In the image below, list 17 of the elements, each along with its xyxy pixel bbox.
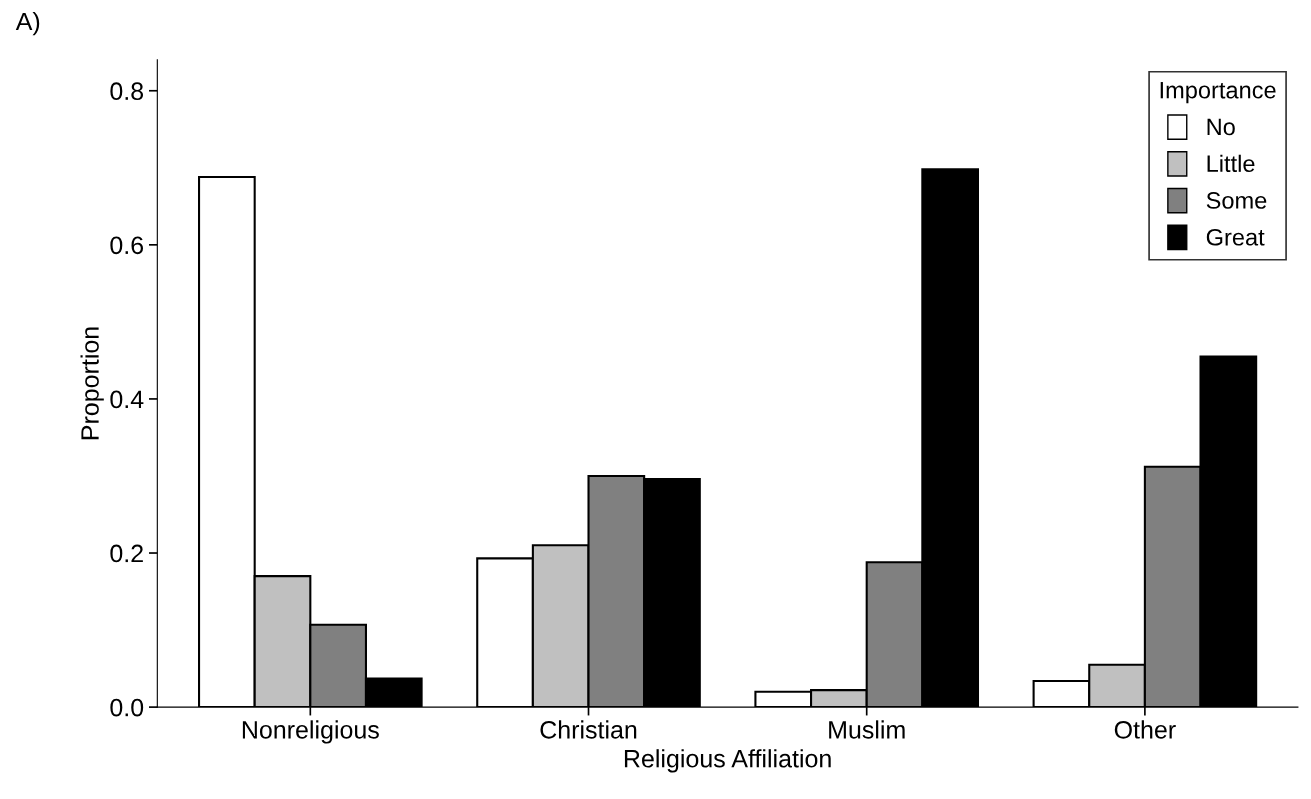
legend-label: Little	[1207, 154, 1255, 173]
y-tick-label: 0.8	[110, 82, 144, 101]
legend-label: No	[1207, 118, 1235, 136]
legend-title: Importance	[1160, 82, 1276, 104]
y-axis-title: Proportion	[80, 327, 104, 440]
y-tick-label: 0.0	[110, 698, 144, 717]
legend-label: Some	[1206, 192, 1267, 209]
y-tick-label: 0.4	[110, 390, 144, 409]
x-tick-label: Nonreligious	[242, 720, 379, 744]
y-tick-label: 0.2	[110, 544, 143, 563]
x-tick-label: Other	[1114, 720, 1176, 739]
y-tick-label: 0.6	[110, 236, 144, 255]
legend-label: Great	[1206, 228, 1265, 246]
x-axis-title: Religious Affiliation	[624, 749, 831, 773]
text: A)	[15, 11, 40, 36]
x-tick-label: Muslim	[829, 720, 905, 739]
x-tick-label: Christian	[540, 720, 637, 739]
